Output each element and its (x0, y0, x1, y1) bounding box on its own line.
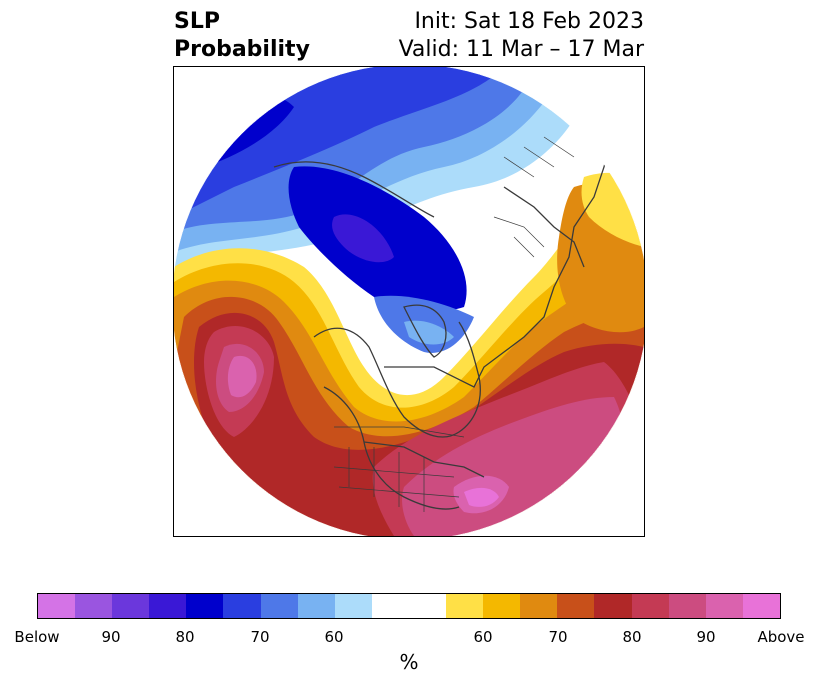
tick-label: 80 (175, 628, 195, 646)
tick-label: 60 (473, 628, 493, 646)
colorbar-segment (149, 594, 187, 618)
title-right: Init: Sat 18 Feb 2023 Valid: 11 Mar – 17… (399, 8, 644, 64)
colorbar-segment (186, 594, 224, 618)
colorbar-segment (705, 594, 743, 618)
colorbar-segment (742, 594, 780, 618)
tick-label-below: Below (14, 628, 60, 646)
colorbar-segment (631, 594, 669, 618)
probability-map (174, 67, 644, 536)
colorbar-segment (483, 594, 521, 618)
colorbar-segment (520, 594, 558, 618)
tick-label: 80 (622, 628, 642, 646)
tick-label: 90 (101, 628, 121, 646)
title-probability: Probability (174, 37, 310, 62)
tick-label: 90 (696, 628, 716, 646)
coastlines (273, 126, 615, 510)
valid-range: Valid: 11 Mar – 17 Mar (398, 37, 644, 62)
colorbar-segment (38, 594, 76, 618)
title-slp: SLP (174, 9, 220, 34)
colorbar-segment (557, 594, 595, 618)
colorbar-segment (223, 594, 261, 618)
map-frame (173, 66, 645, 537)
above-normal-region (174, 167, 644, 536)
colorbar-segment (260, 594, 298, 618)
political-borders (333, 136, 575, 512)
title-left: SLP Probability (174, 8, 310, 64)
colorbar-segment (668, 594, 706, 618)
colorbar-segment (112, 594, 150, 618)
tick-label: 70 (548, 628, 568, 646)
colorbar-segment (334, 594, 372, 618)
colorbar-segment (297, 594, 335, 618)
tick-label: 60 (324, 628, 344, 646)
tick-label-above: Above (757, 628, 805, 646)
colorbar-unit-label: % (399, 650, 419, 674)
colorbar-segment (75, 594, 113, 618)
colorbar-segment (446, 594, 484, 618)
colorbar-segment (594, 594, 632, 618)
tick-label: 70 (250, 628, 270, 646)
colorbar (37, 593, 781, 619)
init-date: Init: Sat 18 Feb 2023 (414, 9, 644, 34)
colorbar-segment-neutral (371, 594, 447, 618)
